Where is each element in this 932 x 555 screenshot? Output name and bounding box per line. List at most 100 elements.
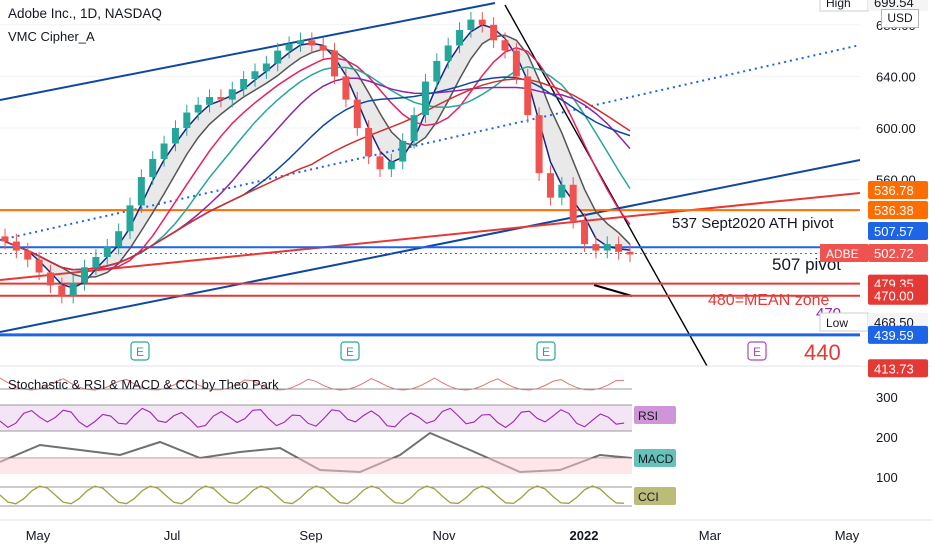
candle bbox=[274, 50, 282, 64]
price-label-value: 536.38 bbox=[874, 203, 914, 218]
earnings-marker[interactable]: E bbox=[536, 341, 556, 361]
candle bbox=[206, 97, 214, 105]
candle bbox=[478, 19, 486, 25]
candle bbox=[115, 231, 123, 247]
price-label-value: 470.00 bbox=[874, 289, 914, 304]
price-label-box bbox=[868, 325, 928, 344]
cci-line bbox=[0, 485, 625, 505]
price-label-name: High bbox=[826, 0, 851, 10]
candle bbox=[592, 244, 600, 251]
x-axis-label: 2022 bbox=[570, 528, 599, 543]
candle bbox=[262, 63, 270, 72]
candle bbox=[376, 156, 384, 170]
candle bbox=[603, 244, 611, 251]
candle bbox=[69, 282, 77, 296]
candle bbox=[126, 205, 134, 232]
candle bbox=[160, 143, 168, 159]
chart-annotation: 480=MEAN zone bbox=[708, 292, 830, 309]
earnings-marker[interactable]: E bbox=[340, 341, 360, 361]
price-label-box bbox=[868, 201, 928, 219]
x-axis-label: Sep bbox=[299, 528, 322, 543]
candle bbox=[1, 236, 9, 242]
x-axis-label: Nov bbox=[432, 528, 456, 543]
chart-annotation: 440 bbox=[804, 340, 841, 365]
earnings-marker[interactable]: E bbox=[130, 341, 150, 361]
price-label: 470.00 bbox=[868, 286, 928, 305]
moving-average-line bbox=[4, 34, 631, 278]
candle bbox=[387, 161, 395, 170]
earnings-marker-box bbox=[340, 341, 360, 361]
symbol-title: Adobe Inc., 1D, NASDAQ bbox=[8, 6, 162, 21]
candle bbox=[296, 40, 304, 45]
candle bbox=[240, 78, 248, 90]
price-axis-tick: 600.00 bbox=[876, 121, 916, 136]
price-label: 413.73 bbox=[868, 359, 928, 378]
candle bbox=[467, 19, 475, 30]
candle bbox=[228, 89, 236, 100]
candle bbox=[137, 177, 145, 206]
candle bbox=[58, 285, 66, 296]
macd-neg-fill bbox=[0, 458, 632, 474]
moving-average-line bbox=[4, 46, 631, 271]
earnings-marker-box bbox=[130, 341, 150, 361]
x-axis-label: Mar bbox=[699, 528, 722, 543]
earnings-marker[interactable]: E bbox=[747, 341, 767, 361]
candle bbox=[490, 24, 498, 41]
pane-label-box bbox=[634, 406, 676, 424]
rsi-line bbox=[0, 407, 625, 429]
candle bbox=[353, 99, 361, 128]
candle bbox=[217, 97, 225, 100]
candle bbox=[569, 184, 577, 221]
price-label-value: 536.78 bbox=[874, 183, 914, 198]
red-trend-line bbox=[0, 192, 861, 281]
price-label-value: 507.57 bbox=[874, 224, 914, 239]
channel-upper-line bbox=[0, 2, 496, 101]
pane-label-text: CCI bbox=[638, 490, 659, 504]
lower-axis-tick: 200 bbox=[876, 430, 898, 445]
candle bbox=[149, 158, 157, 178]
price-label: 507.57 bbox=[868, 222, 928, 240]
candle bbox=[331, 50, 339, 77]
price-label-value: 699.54 bbox=[874, 0, 914, 10]
earnings-marker-box bbox=[536, 341, 556, 361]
pane-label-text: MACD bbox=[638, 452, 674, 466]
candle bbox=[501, 40, 509, 51]
earnings-marker-box bbox=[747, 341, 767, 361]
candle bbox=[535, 115, 543, 174]
candle bbox=[251, 71, 259, 79]
trend-line bbox=[504, 4, 708, 367]
price-label-box bbox=[868, 0, 928, 11]
candle bbox=[410, 115, 418, 141]
price-label-name-box bbox=[820, 244, 868, 262]
candle bbox=[558, 184, 566, 198]
down-arrow-line bbox=[593, 284, 633, 297]
candle bbox=[308, 40, 316, 46]
price-label: 536.78 bbox=[868, 181, 928, 199]
candle bbox=[92, 257, 100, 268]
price-label-value: 502.72 bbox=[874, 246, 914, 261]
price-label: ADBE 502.72 bbox=[820, 244, 928, 262]
price-label: 439.59 bbox=[868, 325, 928, 344]
candle bbox=[171, 128, 179, 144]
candle bbox=[194, 104, 202, 113]
candle bbox=[512, 50, 520, 77]
price-label-box bbox=[868, 181, 928, 199]
indicator-name: VMC Cipher_A bbox=[8, 29, 95, 44]
candle bbox=[524, 76, 532, 116]
x-axis-label: May bbox=[26, 528, 51, 543]
earnings-marker-label: E bbox=[346, 345, 354, 359]
pane-label-cci: CCI bbox=[634, 487, 676, 505]
pane-label-box bbox=[634, 449, 676, 467]
currency-badge[interactable]: USD bbox=[881, 9, 919, 28]
candle bbox=[456, 29, 464, 46]
price-label-name: Low bbox=[826, 316, 848, 330]
candle bbox=[626, 251, 634, 255]
price-label-value: 439.59 bbox=[874, 328, 914, 343]
earnings-marker-label: E bbox=[542, 345, 550, 359]
candle bbox=[12, 241, 20, 251]
candle bbox=[399, 140, 407, 162]
candle bbox=[546, 173, 554, 198]
candle bbox=[342, 76, 350, 100]
